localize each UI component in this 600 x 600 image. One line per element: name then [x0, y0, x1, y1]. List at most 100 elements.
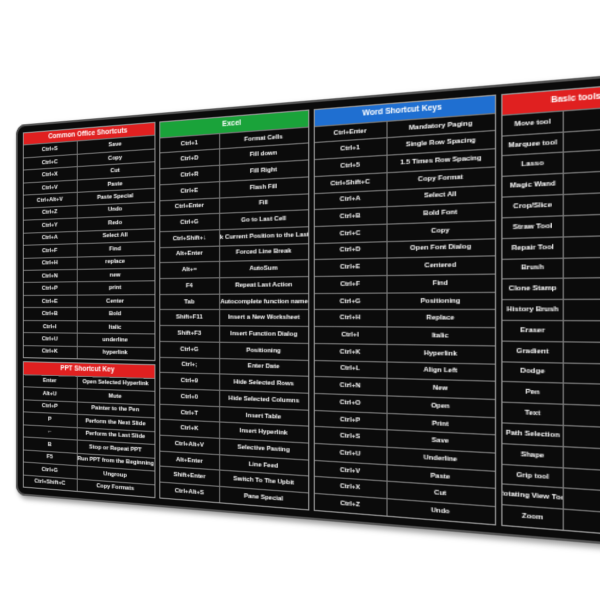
- table-cell: AutoSum: [219, 261, 307, 278]
- table-cell: Ctrl+Z: [314, 494, 386, 515]
- table-cell: Ctrl+K: [24, 346, 77, 359]
- column: Word Shortcut Keys Ctrl+Enter Mandatory Pa…: [313, 94, 496, 525]
- table-cell: Ctrl+E: [24, 296, 77, 308]
- table-cell: Ctrl+E: [314, 259, 386, 276]
- table-cell: Ctrl+G: [160, 342, 219, 358]
- table-cell: Brush: [502, 258, 563, 278]
- table-cell: Clone Stamp: [502, 279, 563, 299]
- table-cell: Positioning: [387, 293, 495, 310]
- table-cell: History Brush: [502, 300, 563, 320]
- table-row: Ctrl+B Bold: [24, 307, 154, 320]
- table-cell: O: [563, 363, 600, 385]
- table-cell: Shift+F3: [160, 326, 219, 341]
- table-cell: Italic: [387, 328, 495, 345]
- table-cell: Ctrl+H: [314, 310, 386, 326]
- table-cell: Ctrl+;: [160, 357, 219, 373]
- table-cell: Repair Tool: [502, 237, 563, 258]
- table-cell: Ctrl+K: [314, 344, 386, 361]
- table-cell: G: [563, 342, 600, 363]
- table-cell: I: [563, 213, 600, 236]
- table-cell: J: [563, 235, 600, 257]
- table-cell: Text: [502, 403, 563, 425]
- table-cell: Repeat Last Action: [219, 277, 307, 293]
- table-cell: Dodge: [502, 362, 563, 383]
- table-cell: M: [563, 126, 600, 152]
- table-cell: F4: [160, 278, 219, 293]
- table-row: Alt+= AutoSum: [160, 259, 308, 278]
- table-cell: Ctrl+N: [24, 270, 77, 282]
- table-cell: Centered: [387, 257, 495, 275]
- table-row: Brush B: [502, 255, 600, 278]
- table-cell: Ctrl+G: [314, 293, 386, 309]
- table-row: Repair Tool J: [502, 234, 600, 259]
- table-cell: Ctrl+Shift+↓: [160, 230, 219, 247]
- table-cell: Ctrl+L: [314, 361, 386, 378]
- table-cell: new: [76, 269, 154, 282]
- table-cell: Bold: [76, 308, 154, 320]
- table-cell: Ctrl+I: [314, 327, 386, 344]
- table-cell: Shift+F11: [160, 310, 219, 325]
- table-cell: Alt+Enter: [160, 246, 219, 262]
- table-cell: Ctrl+H: [24, 257, 77, 270]
- table-cell: Tab: [160, 294, 219, 309]
- table-cell: B: [563, 257, 600, 278]
- column: Excel Ctrl+1 Format Cells Ctrl+D Fill down Ct…: [159, 109, 309, 510]
- table-row: Shift+F3 Insert Function Dialog: [160, 325, 308, 343]
- table-cell: Ctrl+I: [24, 321, 77, 333]
- table-cell: Ctrl+Alt+S: [160, 483, 219, 502]
- table-cell: Y: [563, 300, 600, 320]
- table-cell: Straw Tool: [502, 216, 563, 237]
- table-cell: Pen: [502, 382, 563, 403]
- table-row: Ctrl+K hyperlink: [24, 345, 154, 360]
- table-cell: print: [76, 282, 154, 295]
- table-cell: Z: [563, 510, 600, 537]
- table-cell: Magic Wand: [502, 174, 563, 196]
- table-row: Clone Stamp S: [502, 277, 600, 299]
- table-cell: Italic: [76, 321, 154, 334]
- table-cell: Forced Line Break: [219, 244, 307, 261]
- table-cell: Gradient: [502, 341, 563, 361]
- table-cell: Ctrl+P: [24, 283, 77, 295]
- shortcut-table: Word Shortcut Keys Ctrl+Enter Mandatory Pa…: [313, 94, 496, 525]
- table-cell: W: [563, 170, 600, 194]
- table-row: Eraser E: [502, 320, 600, 342]
- table-cell: Find: [387, 275, 495, 292]
- table-cell: Crop/Slice: [502, 195, 563, 217]
- table-row: Tab Autocomplete function name: [160, 293, 308, 310]
- table-cell: Ctrl+Shift+C: [24, 475, 77, 491]
- table-cell: C: [563, 191, 600, 214]
- table-row: Ctrl+E Center: [24, 294, 154, 307]
- shortcut-table: Basic toolsMove toolVMarquee toolMLassoL…: [501, 82, 600, 539]
- table-cell: hyperlink: [76, 347, 154, 360]
- table-row: Ctrl+F Find: [314, 274, 494, 293]
- table-cell: Ctrl+D: [314, 242, 386, 259]
- shortcut-table: Common Office Shortcuts Ctrl+S Save Ctrl+C C…: [23, 122, 155, 361]
- table-cell: Autocomplete function name: [219, 294, 307, 310]
- table-cell: S: [563, 278, 600, 299]
- table-cell: Insert a New Worksheet: [219, 310, 307, 326]
- table-cell: L: [563, 148, 600, 173]
- table-row: Ctrl+G Positioning: [314, 291, 494, 309]
- shortcut-table: PPT Shortcut Key Enter Open Selected Hyper…: [23, 361, 155, 498]
- table-cell: Zoom: [502, 506, 563, 530]
- mousepad: Common Office Shortcuts Ctrl+S Save Ctrl+C C…: [16, 25, 600, 594]
- table-row: F4 Repeat Last Action: [160, 276, 308, 294]
- table-cell: Ctrl+C: [314, 225, 386, 243]
- table-cell: Ctrl+U: [24, 333, 77, 345]
- table-row: Ctrl+P print: [24, 281, 154, 295]
- table-row: Shift+F11 Insert a New Worksheet: [160, 309, 308, 326]
- table-cell: V: [563, 105, 600, 131]
- column: Basic toolsMove toolVMarquee toolMLassoL…: [501, 82, 600, 539]
- table-cell: Alt+=: [160, 262, 219, 278]
- table-cell: Replace: [387, 311, 495, 328]
- shortcut-table: Excel Ctrl+1 Format Cells Ctrl+D Fill down Ct…: [159, 109, 309, 510]
- table-cell: Ctrl+F: [314, 276, 386, 293]
- column: Common Office Shortcuts Ctrl+S Save Ctrl+C C…: [23, 122, 155, 498]
- table-cell: Positioning: [219, 343, 307, 360]
- table-cell: Ctrl+B: [24, 308, 77, 320]
- table-cell: Center: [76, 295, 154, 307]
- table-row: History Brush Y: [502, 299, 600, 321]
- table-cell: E: [563, 321, 600, 342]
- table-row: Straw Tool I: [502, 212, 600, 238]
